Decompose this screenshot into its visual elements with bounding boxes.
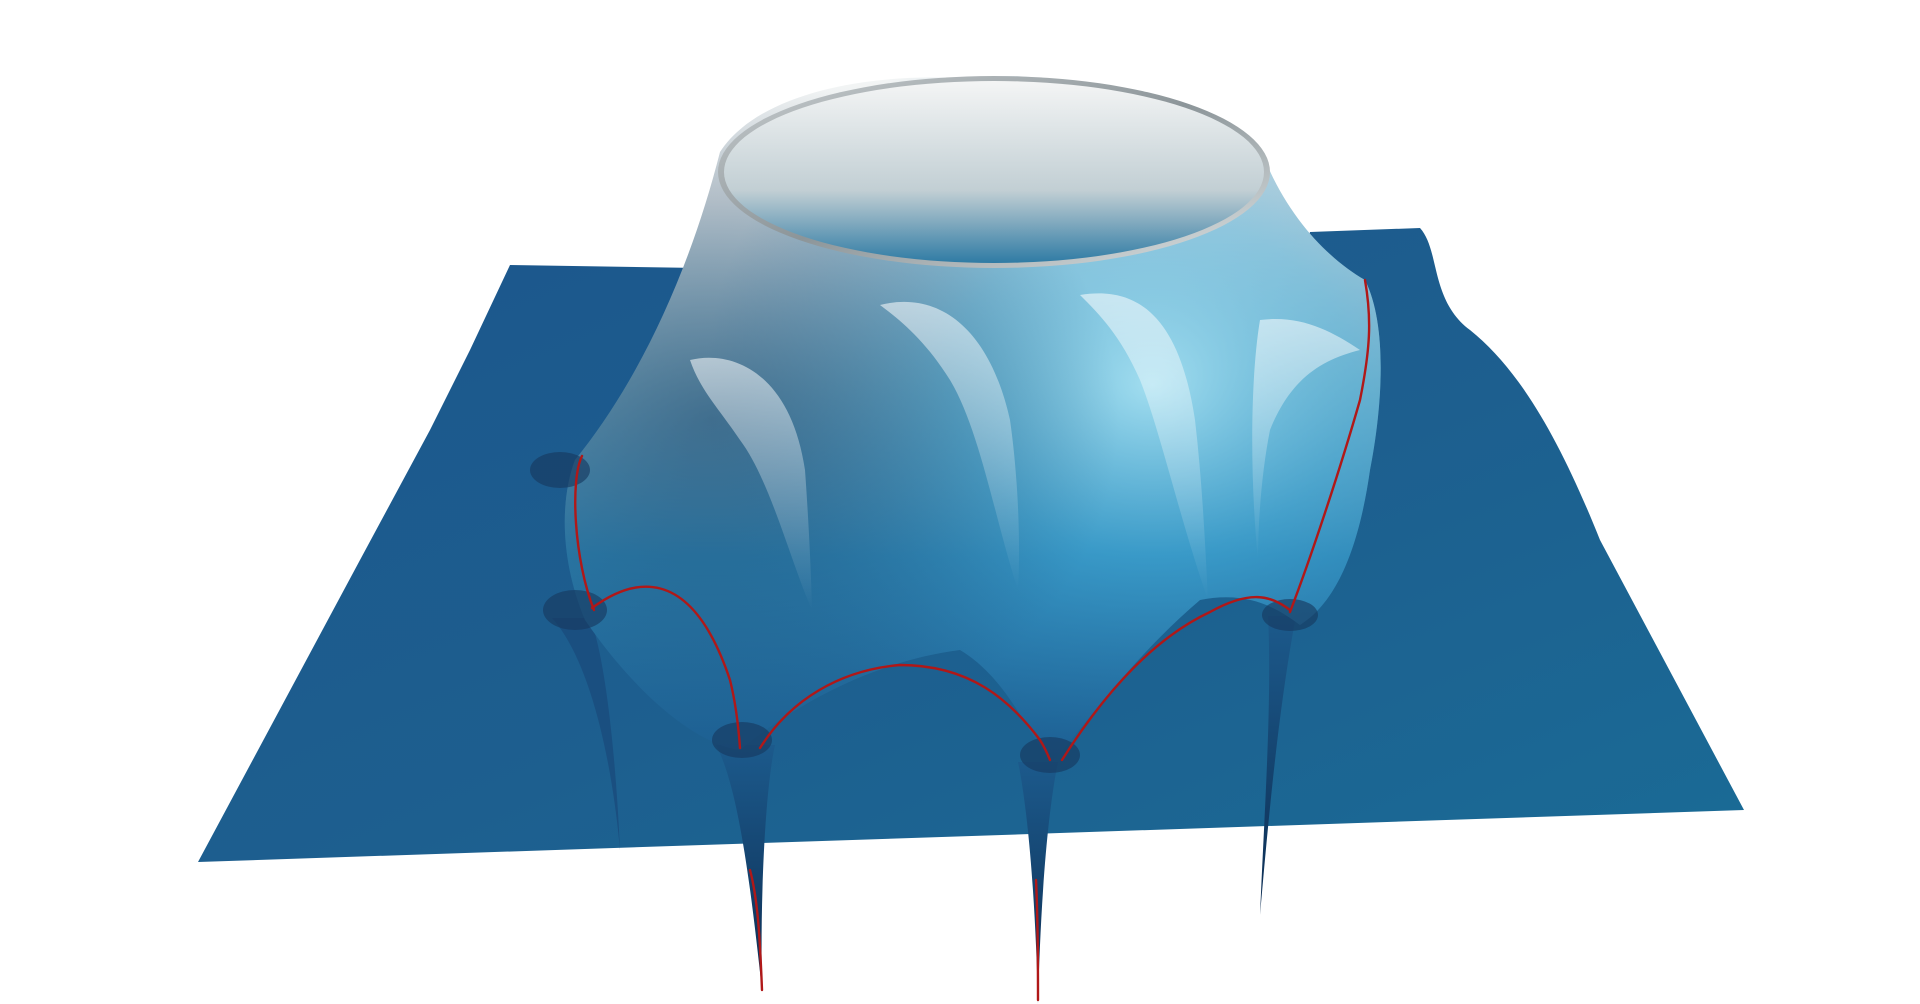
- spike-4: [552, 618, 620, 850]
- rib-2: [880, 301, 1020, 590]
- cusp-pocket-5: [1262, 599, 1318, 631]
- red-curve-7: [1034, 878, 1040, 1002]
- rib-4: [1252, 319, 1360, 560]
- cusp-pockets: [530, 452, 1318, 773]
- spike-3: [1260, 616, 1296, 915]
- red-curve-6: [748, 868, 764, 992]
- cusp-pocket-2: [543, 590, 607, 630]
- cusp-pocket-3: [712, 722, 772, 758]
- red-curve-3: [758, 663, 1052, 762]
- red-curve-4: [1060, 595, 1292, 762]
- spike-2: [1018, 762, 1058, 1004]
- top-opening: [724, 81, 1264, 263]
- red-curve-1: [574, 454, 596, 612]
- red-curve-2: [590, 585, 742, 750]
- red-curve-5: [1288, 278, 1371, 614]
- spike-1: [716, 745, 775, 990]
- red-curves: [574, 278, 1371, 1002]
- ribs: [690, 293, 1360, 610]
- cusp-pocket-4: [1020, 737, 1080, 773]
- spikes: [552, 616, 1296, 1004]
- rib-3: [1080, 293, 1208, 600]
- cusp-pocket-1: [530, 452, 590, 488]
- rib-1: [690, 357, 812, 610]
